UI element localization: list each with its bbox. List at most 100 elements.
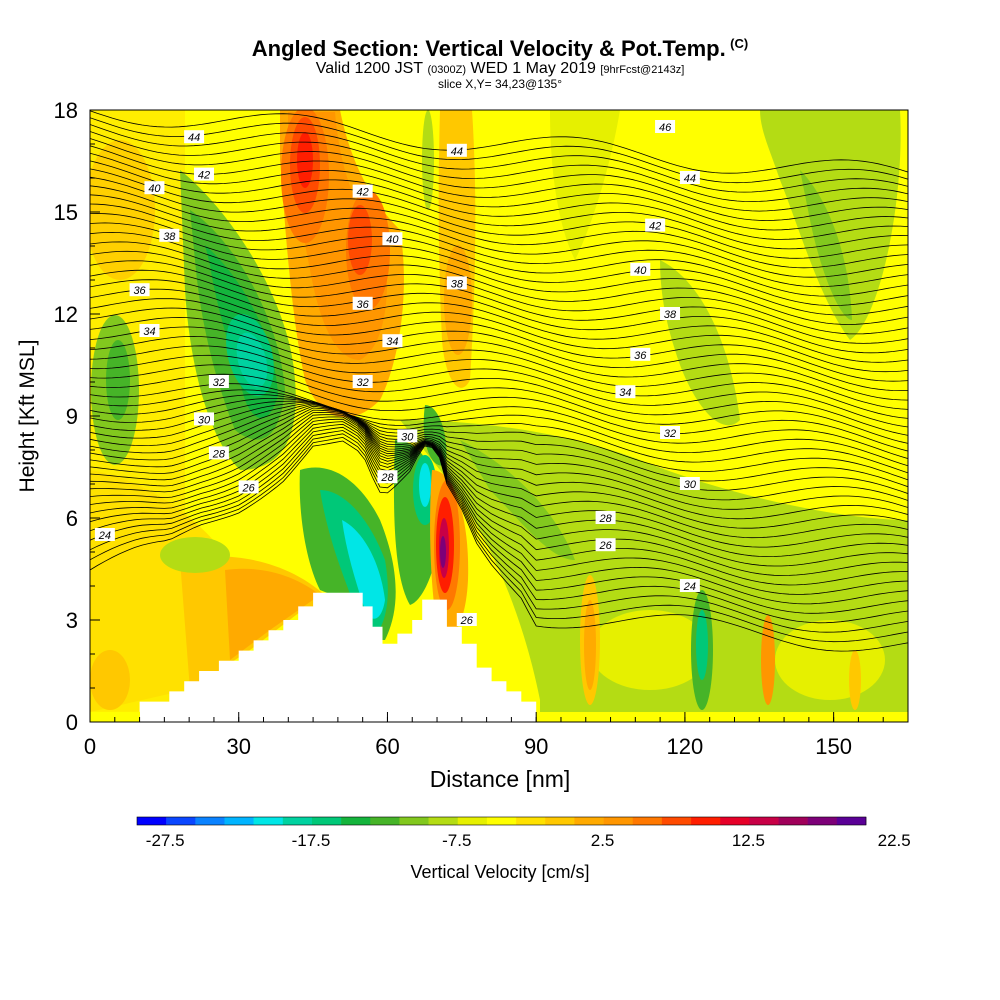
contour-label-bg	[446, 276, 467, 290]
contour-label: 32	[213, 377, 225, 389]
contour-label: 24	[98, 530, 111, 542]
colorbar-swatch	[457, 817, 488, 825]
contour-label: 28	[380, 472, 394, 484]
colorbar-tick-label: -27.5	[146, 831, 185, 850]
contour-label-bg	[352, 184, 373, 198]
colorbar-swatch	[370, 817, 400, 825]
contour-label: 30	[198, 414, 211, 426]
isentrope-line	[90, 307, 908, 392]
colorbar-swatch	[166, 817, 196, 825]
contour-label-bg	[159, 228, 180, 242]
isentrope-line	[90, 250, 908, 335]
contour-label-bg	[377, 470, 398, 484]
isentrope-line	[90, 194, 908, 278]
isentrope-line	[90, 409, 908, 548]
colorbar-label: Vertical Velocity [cm/s]	[410, 862, 590, 882]
isentrope-line	[90, 326, 908, 410]
contour-label: 42	[649, 221, 661, 233]
field-region	[90, 140, 155, 280]
isentrope-line	[90, 364, 908, 444]
subtitle-valid: Valid 1200 JST	[315, 60, 424, 77]
field-region	[419, 463, 431, 507]
isentrope-line	[90, 402, 908, 501]
isentrope-line	[90, 416, 908, 576]
contour-label: 38	[664, 309, 677, 321]
contour-label: 34	[386, 336, 398, 348]
contour-label-bg	[352, 375, 373, 388]
colorbar-tick-label: -7.5	[442, 831, 471, 850]
colorbar-swatch	[341, 817, 371, 825]
isentrope-line	[90, 398, 908, 481]
contour-label-bg	[139, 324, 160, 337]
isentrope-line	[90, 345, 908, 428]
contour-label-bg	[208, 446, 229, 460]
field-region	[745, 420, 835, 490]
isentrope-line	[90, 145, 908, 221]
colorbar-swatch	[282, 817, 313, 825]
isentrope-line	[90, 404, 908, 520]
chart-title: Angled Section: Vertical Velocity & Pot.…	[251, 36, 726, 61]
x-axis-label: Distance [nm]	[429, 766, 571, 792]
colorbar-tick-label: -17.5	[292, 831, 331, 850]
contour-label-bg	[238, 480, 259, 494]
isentrope-line	[90, 138, 908, 212]
isentrope-line	[90, 222, 908, 307]
contour-label-bg	[144, 181, 165, 195]
contour-label: 34	[619, 387, 631, 399]
subtitle-utc: (0300Z)	[427, 64, 467, 76]
isentrope-line	[90, 403, 908, 510]
field-region	[800, 170, 852, 320]
isentrope-line	[90, 401, 908, 494]
isentrope-line	[90, 231, 908, 316]
terrain-shape	[90, 592, 537, 722]
contour-label-bg	[397, 429, 418, 443]
isentropes	[90, 110, 908, 652]
isentrope-line	[90, 354, 908, 436]
colorbar-frame	[136, 816, 867, 826]
y-tick-label: 6	[66, 506, 78, 531]
terrain-mask	[90, 592, 537, 722]
isentrope-line	[90, 389, 908, 467]
colorbar-swatch	[807, 817, 838, 825]
field-region	[761, 615, 775, 705]
contour-label-bg	[94, 528, 115, 541]
colorbar-swatch	[603, 817, 634, 825]
isentrope-line	[90, 131, 908, 203]
isentrope-line	[90, 203, 908, 288]
contour-label: 26	[242, 482, 256, 494]
colorbar-swatch	[195, 817, 225, 825]
isentrope-line	[90, 160, 908, 240]
contour-label: 42	[198, 170, 210, 182]
field-region	[584, 600, 596, 690]
isentrope-line	[90, 430, 908, 624]
y-tick-label: 9	[66, 404, 78, 429]
contour-label: 46	[659, 122, 672, 134]
slice-label: slice X,Y= 34,23@135°	[437, 77, 563, 91]
isentrope-line	[90, 421, 908, 595]
contour-label-bg	[679, 171, 700, 184]
field-region	[348, 205, 372, 275]
contour-label-bg	[456, 613, 477, 626]
contour-label: 24	[683, 581, 696, 593]
contour-label: 40	[634, 265, 647, 277]
contour-label-bg	[655, 120, 676, 133]
contour-label: 38	[451, 278, 464, 290]
contour-label-bg	[129, 283, 150, 297]
isentrope-line	[90, 117, 908, 184]
field-region	[849, 650, 861, 710]
field-region	[90, 650, 130, 710]
contour-label: 30	[401, 431, 414, 443]
field-region	[590, 610, 710, 690]
contour-label-bg	[352, 296, 373, 310]
isentrope-line	[90, 440, 908, 652]
isentrope-line	[90, 152, 908, 231]
contour-label: 42	[357, 187, 369, 199]
field-region	[696, 610, 708, 680]
contour-label-bg	[382, 334, 403, 348]
contour-label: 40	[386, 234, 399, 246]
x-tick-label: 120	[667, 734, 704, 759]
field-region	[440, 536, 446, 568]
contour-label: 28	[598, 513, 612, 525]
